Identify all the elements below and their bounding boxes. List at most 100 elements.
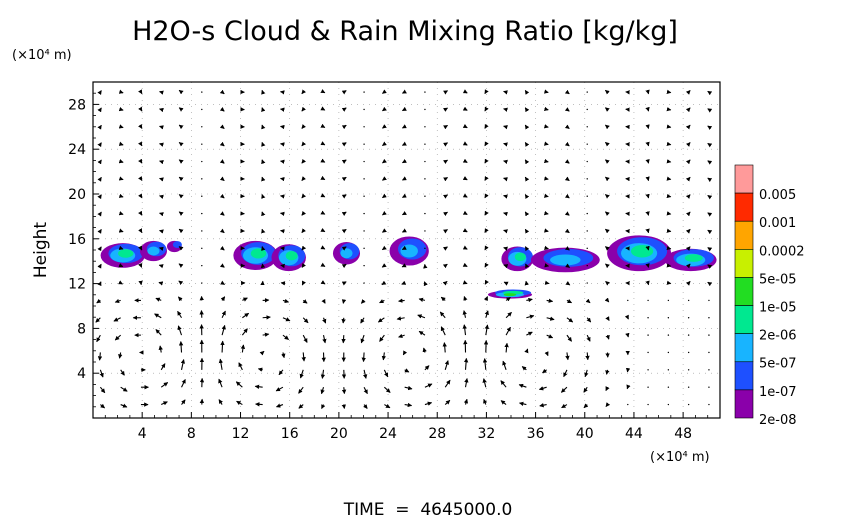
wind-arrow [298, 386, 304, 394]
wind-arrow [97, 90, 102, 96]
wind-dot [201, 143, 203, 145]
wind-dot [201, 178, 203, 180]
wind-arrow [604, 89, 610, 95]
wind-arrow [404, 368, 410, 373]
wind-arrow [320, 227, 326, 233]
wind-arrow [97, 211, 102, 217]
wind-arrow [178, 89, 184, 95]
wind-dot [667, 317, 670, 319]
wind-arrow [561, 403, 568, 409]
wind-arrow [518, 383, 527, 389]
wind-arrow [500, 380, 507, 388]
wind-arrow [565, 263, 570, 268]
colorbar-legend: 0.005 0.001 0.0002 5e-05 1e-05 2e-06 5e-07 1e-0… [734, 164, 805, 428]
wind-dot [667, 299, 670, 302]
cloud-blob [630, 245, 654, 258]
wind-arrow [160, 382, 169, 388]
wind-arrow [261, 176, 266, 182]
wind-arrow [424, 401, 433, 406]
wind-arrow [443, 124, 448, 130]
wind-dot [424, 160, 426, 163]
wind-arrow [524, 176, 530, 182]
wind-arrow [685, 159, 691, 165]
wind-arrow [97, 246, 102, 252]
wind-arrow [440, 326, 446, 336]
wind-arrow [341, 387, 347, 395]
wind-arrow [564, 124, 570, 129]
wind-arrow [360, 334, 365, 344]
wind-arrow [221, 310, 226, 319]
wind-arrow [526, 314, 535, 319]
wind-arrow [218, 358, 224, 370]
wind-arrow [503, 246, 509, 251]
wind-arrow [402, 350, 408, 356]
wind-dot [424, 91, 426, 93]
x-tick-label: 20 [330, 426, 348, 442]
cloud-blob [514, 252, 526, 262]
wind-arrow [301, 210, 307, 216]
wind-arrow [539, 403, 547, 408]
colorbar-swatch [734, 249, 754, 278]
time-label: TIME = 4645000.0 [343, 500, 513, 519]
wind-arrow [381, 263, 387, 268]
wind-arrow [666, 106, 672, 112]
wind-arrow [666, 280, 672, 285]
wind-arrow [341, 159, 347, 164]
wind-arrow [181, 378, 186, 388]
cloud-blob [503, 293, 517, 297]
y-tick-label: 4 [77, 366, 86, 382]
wind-arrow [524, 159, 530, 165]
wind-arrow [220, 340, 225, 353]
wind-arrow [484, 193, 489, 199]
wind-arrow [666, 193, 672, 199]
wind-arrow [341, 263, 347, 269]
wind-arrow [321, 298, 326, 304]
wind-arrow [398, 333, 405, 338]
wind-arrow [707, 142, 713, 148]
wind-arrow [685, 211, 691, 217]
wind-arrow [219, 193, 225, 199]
wind-arrow [443, 90, 448, 95]
wind-arrow [120, 369, 125, 376]
wind-arrow [404, 402, 413, 408]
colorbar-label: 2e-06 [759, 329, 797, 344]
wind-dot [586, 264, 588, 267]
colorbar-label: 0.001 [759, 216, 796, 231]
colorbar-swatch [734, 333, 754, 363]
wind-arrow [401, 124, 407, 129]
wind-arrow [320, 193, 326, 198]
wind-arrow [484, 89, 489, 95]
wind-arrow [155, 297, 162, 302]
wind-arrow [97, 124, 102, 130]
wind-arrow [219, 89, 225, 95]
wind-dot [424, 126, 426, 128]
wind-arrow [261, 211, 266, 217]
wind-dot [363, 126, 365, 128]
wind-arrow [462, 123, 468, 129]
y-tick-label: 16 [68, 232, 86, 248]
wind-dot [424, 195, 426, 197]
wind-arrow [96, 334, 101, 343]
wind-arrow [301, 176, 307, 181]
wind-arrow [604, 194, 610, 199]
wind-arrow [242, 312, 250, 319]
wind-arrow [484, 141, 489, 147]
colorbar-label: 0.0002 [759, 244, 805, 259]
wind-arrow [178, 124, 184, 130]
wind-dot [627, 403, 629, 406]
wind-arrow [282, 317, 291, 322]
x-tick-label: 16 [281, 426, 299, 442]
wind-arrow [262, 332, 270, 337]
wind-arrow [583, 386, 588, 393]
wind-arrow [219, 263, 225, 268]
wind-dot [708, 317, 710, 319]
wind-arrow [341, 194, 347, 199]
wind-arrow [542, 368, 547, 374]
wind-arrow [178, 341, 184, 353]
wind-arrow [443, 142, 448, 147]
wind-arrow [238, 362, 243, 371]
wind-arrow [138, 210, 143, 216]
wind-arrow [503, 211, 508, 217]
wind-dot [201, 230, 203, 232]
wind-dot [667, 386, 670, 388]
